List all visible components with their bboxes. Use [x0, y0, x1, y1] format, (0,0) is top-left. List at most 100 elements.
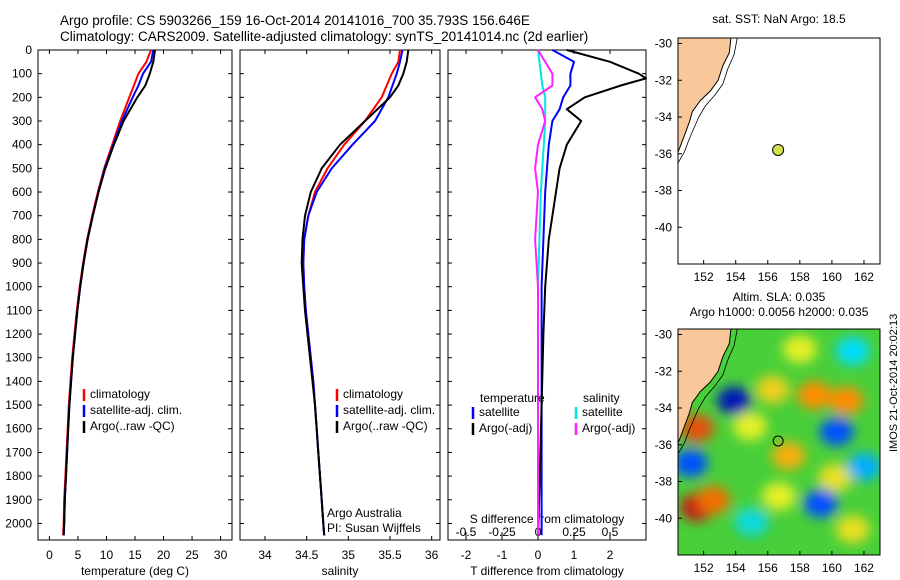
plot-title-line1: Argo profile: CS 5903266_159 16-Oct-2014…	[60, 13, 530, 28]
sla-anomaly-blob	[678, 449, 708, 478]
sst_map-ytick-label: -34	[655, 110, 673, 124]
sla_map-ytick-label: -34	[655, 401, 673, 415]
sst_map-xtick-label: 158	[790, 270, 810, 284]
salinity-annotation-line1: Argo Australia	[327, 506, 402, 520]
sla-anomaly-blob	[717, 386, 752, 415]
sst_map-xtick-label: 156	[758, 270, 778, 284]
differences-xtick-label: -2	[461, 548, 472, 562]
sst_map-frame	[677, 37, 881, 265]
depth-tick-label: 300	[12, 114, 32, 128]
sst_map-ytick-label: -30	[655, 37, 673, 51]
plot-title-line2: Climatology: CARS2009. Satellite-adjuste…	[60, 29, 589, 44]
salinity-legend-label: satellite-adj. clim.	[343, 403, 435, 417]
sla_map-isobath	[678, 329, 738, 455]
depth-tick-label: 2000	[5, 516, 32, 530]
sla_map-frame	[677, 328, 881, 556]
sla_map-title-line2: Argo h1000: 0.0056 h2000: 0.035	[690, 305, 869, 319]
differences-legend-label: satellite	[479, 405, 520, 419]
sla-anomaly-blob	[734, 507, 769, 536]
depth-tick-label: 1000	[5, 280, 32, 294]
sla_map-land	[678, 329, 731, 443]
sst_map-xtick-label: 152	[694, 270, 714, 284]
depth-tick-label: 700	[12, 209, 32, 223]
sla-anomaly-blob	[782, 335, 817, 364]
sla_map-ytick-label: -36	[655, 438, 673, 452]
depth-tick-label: 1800	[5, 469, 32, 483]
sla_map-ytick-label: -40	[655, 511, 673, 525]
differences-axes-frame	[447, 49, 647, 541]
sla-anomaly-blob	[771, 441, 806, 470]
sst_map-xtick-label: 160	[822, 270, 842, 284]
depth-tick-label: 100	[12, 67, 32, 81]
sst_map-land	[678, 38, 731, 152]
salinity-legend-label: Argo(..raw -QC)	[343, 419, 428, 433]
sla-anomaly-blob	[733, 412, 768, 441]
sla-anomaly-blob	[818, 463, 853, 492]
temperature-legend-label: climatology	[90, 387, 150, 401]
temperature-xtick-label: 30	[214, 548, 228, 562]
salinity-series-3	[300, 49, 410, 536]
sst_map-ytick-label: -32	[655, 73, 673, 87]
sla_map-xtick-label: 152	[694, 561, 714, 575]
sla_map-xtick-label: 160	[822, 561, 842, 575]
salinity-legend-label: climatology	[343, 387, 403, 401]
depth-tick-label: 1500	[5, 398, 32, 412]
salinity-xtick-label: 34.5	[295, 548, 319, 562]
temperature-xtick-label: 20	[157, 548, 171, 562]
depth-tick-label: 1700	[5, 445, 32, 459]
differences-legend-temperature-head: temperature	[480, 391, 545, 405]
differences-xtick-label: 2	[607, 548, 614, 562]
temperature-xlabel: temperature (deg C)	[81, 564, 189, 578]
sla-anomaly-blob	[835, 337, 870, 366]
sst_map-xtick-label: 154	[726, 270, 746, 284]
depth-tick-label: 0	[25, 43, 32, 57]
differences-stick-label: -0.5	[456, 525, 477, 539]
salinity-xtick-label: 36	[425, 548, 439, 562]
depth-tick-label: 600	[12, 185, 32, 199]
sla-anomaly-blob	[803, 489, 838, 518]
sla-blobs	[678, 335, 880, 544]
differences-xtick-label: -1	[497, 548, 508, 562]
differences-xtick-label: 1	[571, 548, 578, 562]
differences-slabel: S difference from climatology	[470, 512, 625, 526]
sst_map-float-marker	[772, 143, 785, 156]
depth-tick-label: 200	[12, 90, 32, 104]
depth-tick-label: 1200	[5, 327, 32, 341]
temperature-legend-label: satellite-adj. clim.	[90, 403, 182, 417]
sla_map-float-marker	[772, 435, 784, 447]
depth-tick-label: 400	[12, 138, 32, 152]
temperature-series-3	[62, 49, 156, 536]
sla-anomaly-blob	[696, 485, 731, 514]
differences-stick-label: 0.25	[562, 525, 586, 539]
differences-xlabel: T difference from climatology	[470, 564, 624, 578]
sla_map-content	[678, 329, 880, 555]
differences-series-2	[537, 49, 647, 536]
temperature-legend-label: Argo(..raw -QC)	[90, 419, 175, 433]
sla_map-ytick-label: -32	[655, 364, 673, 378]
sla-anomaly-blob	[835, 515, 870, 544]
sla-anomaly-blob	[797, 381, 832, 410]
temperature-axes-frame	[37, 49, 233, 541]
sla_map-xtick-label: 158	[790, 561, 810, 575]
sla_map-xtick-label: 154	[726, 561, 746, 575]
sla-anomaly-blob	[680, 414, 715, 443]
differences-legend-label: satellite	[582, 405, 623, 419]
sla-anomaly-blob	[846, 452, 880, 481]
sla-anomaly-blob	[819, 417, 854, 446]
sla_map-xtick-label: 162	[854, 561, 874, 575]
sst_map-xtick-label: 162	[854, 270, 874, 284]
depth-tick-label: 1600	[5, 422, 32, 436]
temperature-xtick-label: 0	[46, 548, 53, 562]
sst_map-content	[678, 38, 880, 264]
differences-legend-salinity-head: salinity	[583, 391, 620, 405]
differences-series-4	[534, 49, 554, 536]
depth-tick-label: 900	[12, 256, 32, 270]
differences-stick-label: -0.25	[488, 525, 516, 539]
sla_map-xtick-label: 156	[758, 561, 778, 575]
sla_map-coastline	[678, 329, 732, 445]
sst_map-ytick-label: -40	[655, 220, 673, 234]
sla-anomaly-blob	[829, 386, 864, 415]
sla_map-title-line1: Altim. SLA: 0.035	[733, 290, 826, 304]
sst_map-ytick-label: -36	[655, 147, 673, 161]
